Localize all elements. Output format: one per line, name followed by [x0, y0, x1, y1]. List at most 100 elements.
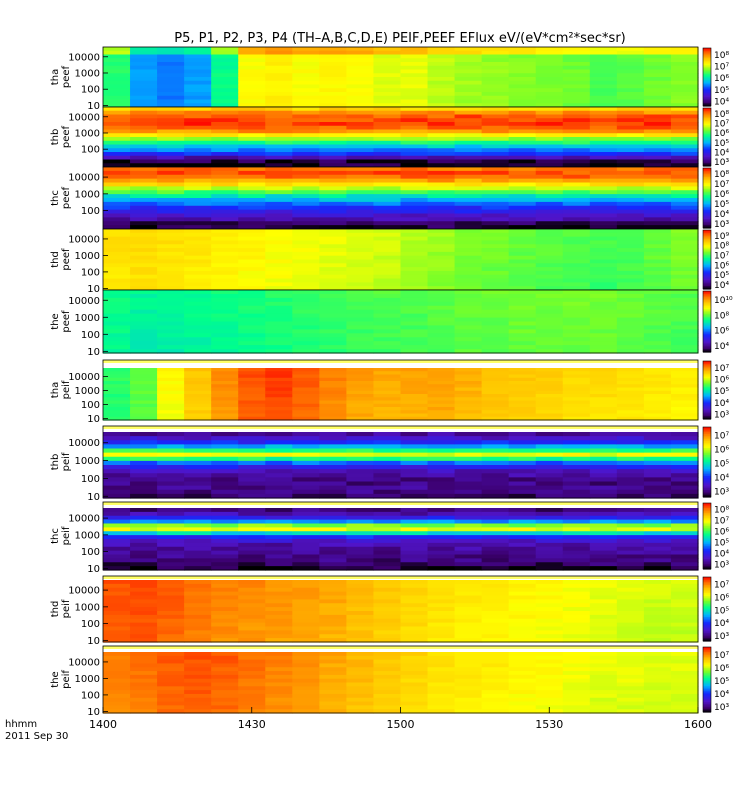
colorbar-segment — [703, 394, 711, 397]
heatmap-cell — [319, 377, 348, 382]
heatmap-cell — [265, 118, 293, 123]
heatmap-cell — [103, 485, 131, 491]
heatmap-cell — [184, 416, 212, 421]
heatmap-cell — [427, 282, 456, 287]
heatmap-cell — [643, 410, 672, 415]
heatmap-cell — [535, 305, 564, 311]
heatmap-cell — [184, 652, 212, 657]
heatmap-cell — [616, 469, 645, 474]
heatmap-cell — [454, 110, 483, 116]
heatmap-cell — [346, 709, 375, 714]
heatmap-cell — [103, 413, 131, 418]
heatmap-cell — [400, 377, 429, 382]
heatmap-cell — [454, 144, 483, 149]
heatmap-cell — [292, 58, 320, 63]
heatmap-cell — [292, 682, 320, 687]
heatmap-cell — [643, 626, 672, 631]
heatmap-cell — [562, 58, 591, 63]
heatmap-cell — [319, 481, 348, 487]
heatmap-cell — [400, 198, 429, 203]
heatmap-cell — [211, 80, 239, 86]
heatmap-cell — [589, 381, 618, 385]
heatmap-cell — [535, 163, 564, 168]
heatmap-cell — [508, 686, 537, 691]
heatmap-cell — [157, 489, 185, 495]
heatmap-cell — [535, 384, 564, 389]
heatmap-cell — [319, 286, 348, 291]
heatmap-cell — [508, 205, 537, 211]
heatmap-cell — [481, 317, 510, 323]
heatmap-cell — [265, 489, 293, 495]
heatmap-cell — [265, 432, 293, 437]
heatmap-cell — [346, 240, 375, 245]
colorbar-segment — [703, 628, 711, 631]
heatmap-cell — [292, 686, 320, 691]
heatmap-cell — [292, 626, 320, 631]
heatmap-cell — [157, 607, 185, 612]
heatmap-cell — [265, 583, 293, 589]
heatmap-cell — [589, 77, 618, 82]
heatmap-cell — [400, 99, 429, 104]
heatmap-cell — [346, 99, 375, 104]
heatmap-cell — [562, 481, 591, 487]
heatmap-cell — [238, 535, 266, 540]
heatmap-cell — [427, 554, 456, 559]
heatmap-cell — [292, 329, 320, 334]
heatmap-cell — [103, 671, 131, 676]
heatmap-cell — [373, 251, 402, 257]
heatmap-cell — [238, 240, 266, 245]
heatmap-cell — [589, 118, 618, 123]
heatmap-cell — [346, 682, 375, 687]
heatmap-cell — [319, 682, 348, 687]
heatmap-cell — [238, 282, 266, 287]
heatmap-cell — [400, 709, 429, 714]
heatmap-cell — [562, 65, 591, 71]
heatmap-cell — [292, 217, 320, 222]
heatmap-cell — [670, 69, 699, 74]
heatmap-cell — [184, 377, 212, 382]
heatmap-cell — [292, 659, 320, 665]
heatmap-cell — [670, 194, 699, 199]
heatmap-cell — [670, 709, 699, 714]
heatmap-cell — [670, 107, 699, 112]
heatmap-cell — [670, 99, 699, 104]
heatmap-cell — [670, 201, 699, 207]
heatmap-cell — [346, 190, 375, 195]
heatmap-cell — [400, 333, 429, 338]
heatmap-cell — [481, 452, 510, 458]
heatmap-cell — [616, 394, 645, 398]
heatmap-cell — [589, 58, 618, 63]
heatmap-cell — [346, 47, 375, 52]
heatmap-cell — [130, 432, 158, 437]
heatmap-cell — [238, 671, 266, 676]
heatmap-cell — [103, 133, 131, 138]
colorbar-segment — [703, 151, 711, 154]
heatmap-cell — [589, 270, 618, 276]
heatmap-cell — [400, 47, 429, 52]
heatmap-cell — [319, 678, 348, 684]
colorbar-segment — [703, 199, 711, 202]
heatmap-cell — [535, 80, 564, 86]
heatmap-cell — [427, 251, 456, 257]
heatmap-cell — [157, 341, 185, 346]
heatmap-cell — [265, 263, 293, 268]
heatmap-cell — [562, 527, 591, 532]
heatmap-cell — [427, 693, 456, 699]
heatmap-cell — [427, 163, 456, 168]
heatmap-cell — [292, 611, 320, 616]
heatmap-cell — [103, 47, 131, 52]
colorbar-segment — [703, 444, 711, 447]
colorbar-segment — [703, 462, 711, 465]
heatmap-cell — [265, 349, 293, 354]
heatmap-cell — [454, 614, 483, 620]
heatmap-cell — [427, 133, 456, 138]
heatmap-cell — [346, 337, 375, 342]
heatmap-cell — [589, 493, 618, 499]
heatmap-cell — [184, 618, 212, 624]
heatmap-cell — [184, 690, 212, 695]
heatmap-cell — [454, 432, 483, 437]
heatmap-cell — [589, 630, 618, 635]
heatmap-cell — [589, 62, 618, 67]
heatmap-cell — [508, 232, 537, 238]
heatmap-cell — [643, 163, 672, 168]
